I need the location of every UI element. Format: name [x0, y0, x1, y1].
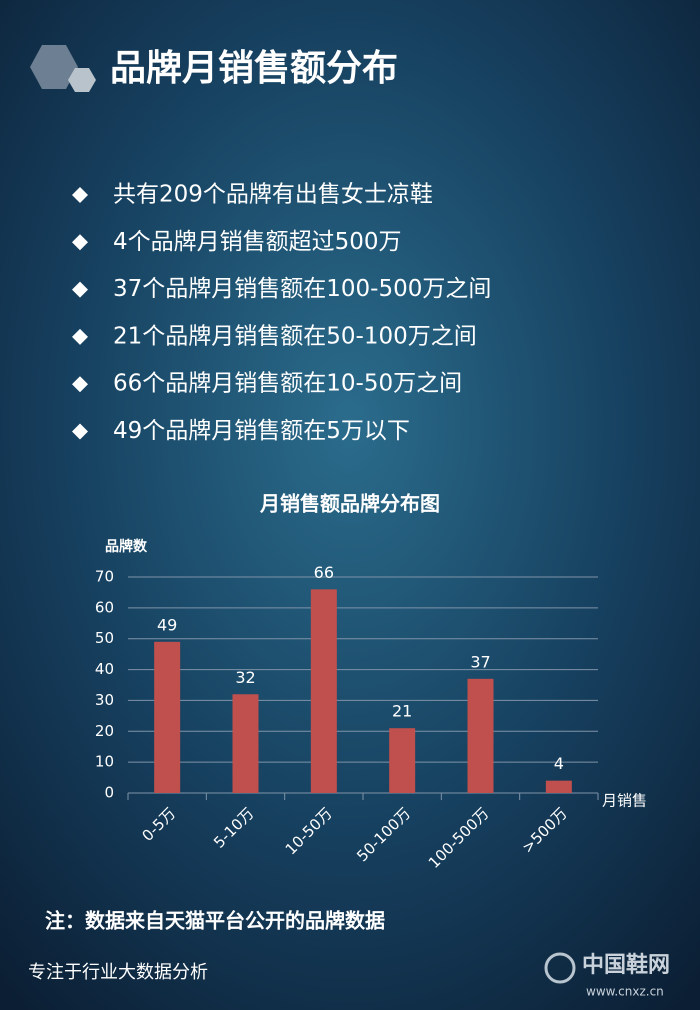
watermark-url: www.cnxz.cn	[586, 985, 664, 999]
bullet-text: 49个品牌月销售额在5万以下	[113, 418, 410, 444]
x-axis-label: 月销售	[602, 792, 647, 810]
bullet-text: 4个品牌月销售额超过500万	[113, 229, 402, 255]
bar	[467, 678, 494, 793]
note: 注：数据来自天猫平台公开的品牌数据	[45, 909, 385, 933]
data-label: 49	[157, 615, 177, 634]
bullet-diamond	[72, 234, 88, 251]
bar	[310, 589, 337, 793]
y-tick-label: 20	[95, 722, 114, 740]
bullet-diamond	[72, 376, 88, 393]
bullet-diamond	[72, 187, 88, 203]
bar	[389, 728, 416, 793]
data-label: 32	[235, 668, 255, 687]
bullet-list: 共有209个品牌有出售女士凉鞋 4个品牌月销售额超过500万 37个品牌月销售额在1…	[72, 182, 491, 444]
y-tick-label: 10	[95, 753, 114, 771]
hexagon-icon-small	[68, 68, 96, 92]
bullet-diamond	[72, 423, 88, 440]
bullet-text: 共有209个品牌有出售女士凉鞋	[113, 182, 433, 208]
bullet-text: 37个品牌月销售额在100-500万之间	[113, 276, 491, 302]
data-label: 66	[314, 563, 334, 582]
data-label: 37	[470, 652, 490, 671]
y-tick-label: 70	[95, 568, 114, 586]
bullet-diamond	[72, 281, 88, 298]
data-label: 21	[392, 702, 412, 721]
bullet-text: 21个品牌月销售额在50-100万之间	[113, 323, 477, 349]
y-tick-label: 0	[104, 784, 114, 802]
bullet-text: 66个品牌月销售额在10-50万之间	[113, 371, 462, 397]
footer: 专注于行业大数据分析	[28, 962, 208, 983]
watermark-name: 中国鞋网	[582, 953, 670, 978]
bar	[154, 641, 181, 793]
bar	[232, 694, 259, 793]
page-title: 品牌月销售额分布	[110, 48, 398, 89]
y-tick-label: 30	[95, 691, 114, 709]
y-axis-label: 品牌数	[105, 538, 148, 555]
logo-icon	[544, 952, 576, 984]
y-tick-label: 50	[95, 629, 114, 647]
chart-title: 月销售额品牌分布图	[259, 492, 440, 516]
bullet-diamond	[72, 328, 88, 345]
y-tick-label: 40	[95, 660, 114, 678]
data-label: 4	[554, 754, 564, 773]
y-tick-label: 60	[95, 598, 114, 616]
hexagon-icon	[30, 45, 78, 89]
bar	[545, 780, 572, 793]
